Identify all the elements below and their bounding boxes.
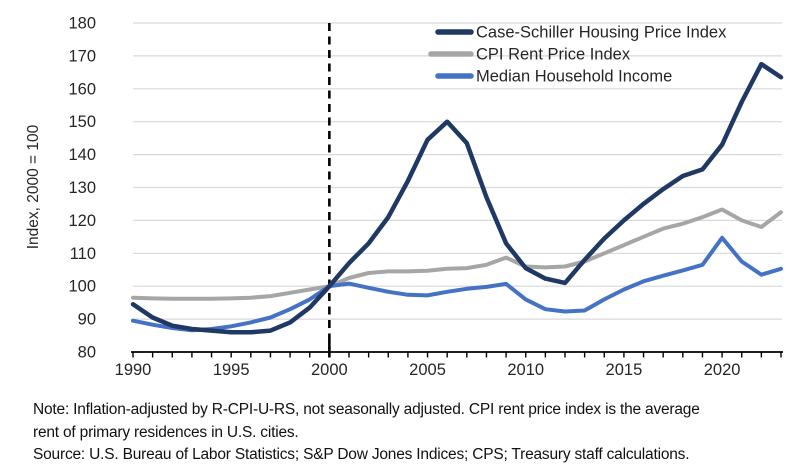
y-tick-label: 110 [70, 245, 96, 263]
y-tick-label: 90 [78, 311, 96, 329]
x-tick-label: 2015 [606, 361, 643, 379]
legend-item: CPI Rent Price Index [428, 46, 631, 64]
y-tick-label: 160 [68, 80, 96, 98]
y-tick-label: 130 [68, 179, 96, 197]
line-chart: 80 90 100 110 120 130 140 150 160 170 180 1990 1995… [25, 15, 784, 379]
x-tick-label: 1995 [213, 361, 250, 379]
legend-item: Case-Schiller Housing Price Index [435, 24, 727, 42]
x-tick-label: 2000 [311, 361, 348, 379]
y-tick-label: 120 [68, 212, 96, 230]
footnote-line: Source: U.S. Bureau of Labor Statistics;… [33, 446, 690, 463]
footnote-line: Note: Inflation-adjusted by R-CPI-U-RS, … [33, 401, 700, 418]
y-tick-label: 150 [68, 113, 96, 131]
y-tick-labels: 80 90 100 110 120 130 140 150 160 170 180 [68, 15, 96, 362]
y-tick-label: 80 [78, 344, 96, 362]
y-axis-title: Index, 2000 = 100 [25, 124, 42, 249]
gridlines [133, 22, 782, 320]
series-line-0 [130, 61, 784, 335]
x-tick-labels: 1990 1995 2000 2005 2010 2015 2020 [115, 361, 741, 379]
y-tick-label: 180 [68, 15, 96, 33]
x-tick-label: 2020 [704, 361, 741, 379]
legend-label-cpi-rent: CPI Rent Price Index [476, 46, 631, 64]
series-lines [130, 61, 784, 335]
y-tick-label: 170 [68, 47, 96, 65]
x-tick-label: 1990 [115, 361, 152, 379]
x-axis [131, 341, 783, 358]
series-line-2 [131, 235, 783, 333]
legend: Case-Schiller Housing Price Index CPI Re… [428, 24, 727, 86]
series-line-1 [131, 207, 783, 301]
footnote: Note: Inflation-adjusted by R-CPI-U-RS, … [33, 399, 793, 467]
y-tick-label: 140 [68, 146, 96, 164]
legend-label-case-schiller: Case-Schiller Housing Price Index [476, 24, 727, 42]
legend-label-median-income: Median Household Income [476, 68, 672, 86]
x-tick-label: 2010 [507, 361, 544, 379]
footnote-line: rent of primary residences in U.S. citie… [33, 423, 299, 441]
legend-item: Median Household Income [435, 68, 672, 86]
y-tick-label: 100 [68, 278, 96, 296]
x-tick-label: 2005 [409, 361, 446, 379]
